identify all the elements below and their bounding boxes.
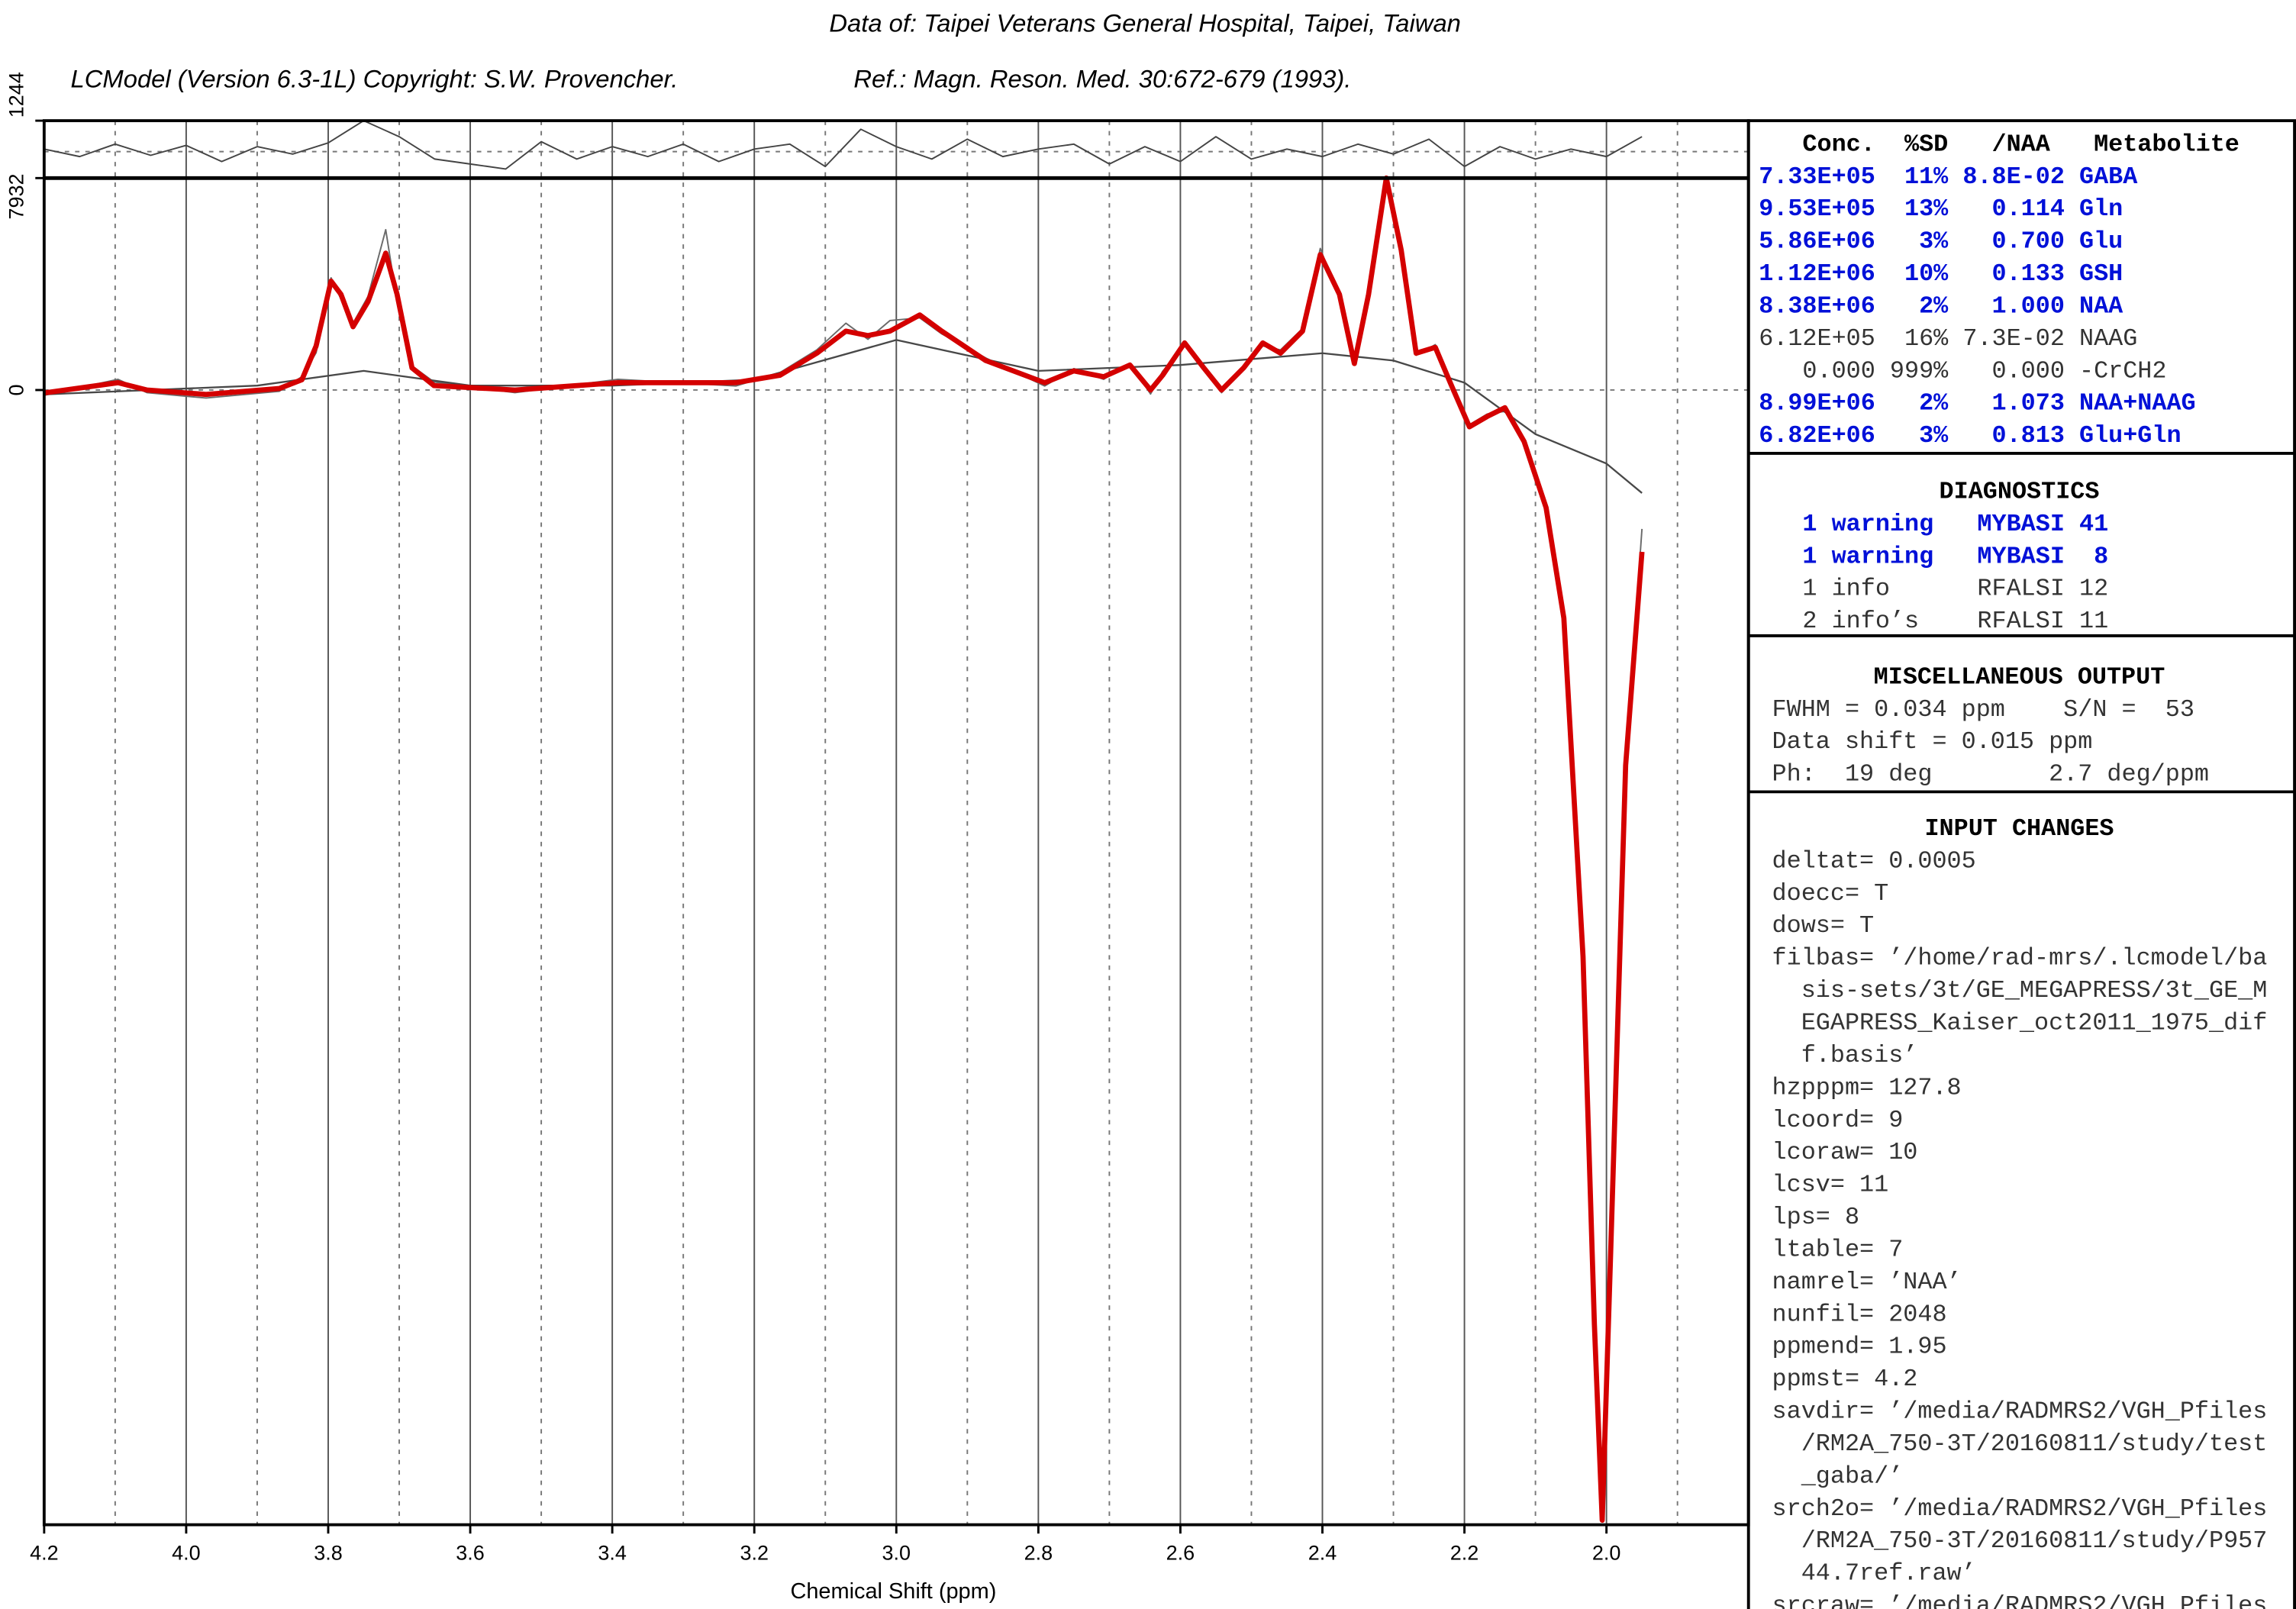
table-row: 1.12E+06 10% 0.133 GSH [1759,260,2123,288]
table-row: 7.33E+05 11% 8.8E-02 GABA [1759,163,2138,191]
table-row: 0.000 999% 0.000 -CrCH2 [1759,357,2166,385]
x-tick-label: 3.6 [456,1541,485,1564]
frames [42,119,2296,1609]
table-row: 5.86E+06 3% 0.700 Glu [1759,228,2123,256]
input-line: ltable= 7 [1772,1236,1904,1263]
copyright: LCModel (Version 6.3-1L) Copyright: S.W.… [71,65,679,93]
table-row: 9.53E+05 13% 0.114 Gln [1759,195,2123,223]
x-tick-label: 3.0 [882,1541,911,1564]
input-line: lcoraw= 10 [1772,1139,1918,1166]
series-line [44,175,1645,1524]
x-axis-label: Chemical Shift (ppm) [790,1579,996,1604]
input-line: lcsv= 11 [1772,1172,1889,1199]
section-title: DIAGNOSTICS [1940,478,2100,505]
input-line: filbas= ’/home/rad-mrs/.lcmodel/ba [1772,945,2268,972]
input-line: srcraw= ’/media/RADMRS2/VGH_Pfiles [1772,1592,2268,1609]
diagnostic-line: 1 info RFALSI 12 [1759,576,2108,603]
x-tick-label: 2.6 [1166,1541,1195,1564]
reference: Ref.: Magn. Reson. Med. 30:672-679 (1993… [853,65,1351,93]
input-line: nunfil= 2048 [1772,1301,1947,1328]
plot-area: 4.2 4.0 3.8 3.6 3.4 3.2 3.0 2.8 2.6 2.4 2.2 2.0 Chem… [5,72,1749,1604]
input-line: _gaba/’ [1772,1462,1904,1490]
input-line: deltat= 0.0005 [1772,847,1976,875]
input-line: hzpppm= 127.8 [1772,1074,1962,1101]
series-line [44,120,1643,170]
header-title: Data of: Taipei Veterans General Hospita… [829,8,1461,37]
diagnostic-line: 1 warning MYBASI 41 [1759,511,2108,538]
input-line: sis-sets/3t/GE_MEGAPRESS/3t_GE_M [1772,977,2268,1004]
series-line [44,183,1643,1516]
input-line: ppmst= 4.2 [1772,1366,1918,1393]
table-row: 6.82E+06 3% 0.813 Glu+Gln [1759,422,2181,450]
section-title: INPUT CHANGES [1924,815,2114,843]
input-line: ppmend= 1.95 [1772,1333,1947,1361]
series-line [44,339,1643,494]
table-row: 8.38E+06 2% 1.000 NAA [1759,292,2123,320]
input-line: EGAPRESS_Kaiser_oct2011_1975_dif [1772,1010,2268,1037]
x-tick-label: 3.4 [598,1541,627,1564]
section-title: MISCELLANEOUS OUTPUT [1874,663,2165,691]
input-line: dows= T [1772,912,1875,940]
input-line: savdir= ’/media/RADMRS2/VGH_Pfiles [1772,1398,2268,1426]
panel-frame [1746,119,2296,1609]
input-line: namrel= ’NAA’ [1772,1269,1962,1296]
x-tick-label: 2.2 [1450,1541,1479,1564]
misc-line: FWHM = 0.034 ppm S/N = 53 [1772,696,2194,724]
input-line: lcoord= 9 [1772,1107,1904,1134]
input-line: /RM2A_750-3T/20160811/study/test [1772,1430,2268,1458]
x-tick-label: 2.0 [1592,1541,1621,1564]
x-tick-label: 2.4 [1308,1541,1337,1564]
input-line: f.basis’ [1772,1042,1918,1069]
table-header: Conc. %SD /NAA Metabolite [1759,131,2240,158]
input-line: /RM2A_750-3T/20160811/study/P957 [1772,1527,2268,1555]
y-tick-label: 7932 [5,174,27,220]
side-panel: Conc. %SD /NAA Metabolite 7.33E+05 11% 8.… [1759,131,2267,1609]
table-row: 8.99E+06 2% 1.073 NAA+NAAG [1759,390,2195,418]
diagnostic-line: 2 info’s RFALSI 11 [1759,608,2108,635]
input-line: 44.7ref.raw’ [1772,1560,1976,1588]
misc-line: Ph: 19 deg 2.7 deg/ppm [1772,761,2209,788]
y-tick-label: 0 [5,384,27,395]
input-line: lps= 8 [1772,1204,1860,1231]
table-row: 6.12E+05 16% 7.3E-02 NAAG [1759,325,2137,353]
input-line: doecc= T [1772,880,1889,908]
diagnostic-line: 1 warning MYBASI 8 [1759,543,2108,570]
misc-line: Data shift = 0.015 ppm [1772,728,2093,756]
x-tick-label: 3.8 [314,1541,343,1564]
input-line: srch2o= ’/media/RADMRS2/VGH_Pfiles [1772,1495,2268,1523]
x-tick-label: 2.8 [1024,1541,1053,1564]
x-tick-label: 4.0 [172,1541,201,1564]
y-tick-label: 1244 [5,72,27,118]
x-tick-label: 3.2 [740,1541,769,1564]
x-tick-label: 4.2 [30,1541,59,1564]
